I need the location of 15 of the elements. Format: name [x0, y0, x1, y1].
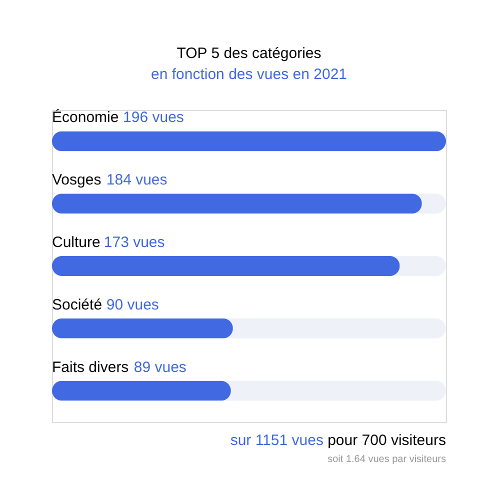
- data-label: 89 vues: [134, 358, 186, 376]
- y-tick-label: Culture: [52, 234, 100, 251]
- y-tick-label: Économie: [52, 108, 119, 126]
- chart-subtitle: en fonction des vues en 2021: [151, 66, 347, 83]
- y-tick-label: Vosges: [52, 172, 102, 189]
- y-tick-label: Faits divers: [52, 358, 129, 376]
- data-label: 90 vues: [106, 296, 159, 314]
- text: pour 700 visiteurs: [328, 432, 446, 449]
- data-label: 184 vues: [106, 172, 168, 189]
- y-tick-label: Société: [52, 296, 102, 314]
- data-label: 196 vues: [123, 109, 184, 126]
- chart-title: TOP 5 des catégories: [176, 45, 322, 62]
- text: soit 1.64 vues par visiteurs: [328, 454, 446, 465]
- data-label: 173 vues: [104, 234, 165, 251]
- text: sur 1151 vues: [230, 432, 324, 449]
